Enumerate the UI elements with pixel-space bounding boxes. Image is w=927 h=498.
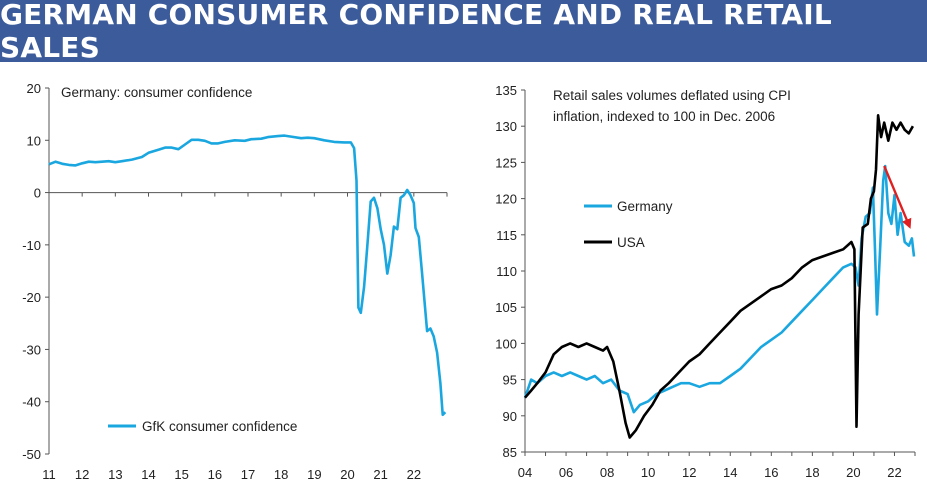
x-tick-label: 18 <box>274 467 288 482</box>
y-tick-label: 0 <box>34 186 41 201</box>
y-tick-label: -50 <box>22 447 41 462</box>
x-tick-label: 22 <box>887 465 901 480</box>
x-tick-label: 20 <box>340 467 354 482</box>
y-tick-label: 120 <box>495 192 517 207</box>
series-line-gfk <box>48 134 447 417</box>
y-tick-label: -20 <box>22 290 41 305</box>
y-tick-label: -40 <box>22 395 41 410</box>
x-tick-label: 16 <box>764 465 778 480</box>
x-tick-label: 12 <box>682 465 696 480</box>
x-tick-label: 17 <box>241 467 255 482</box>
x-tick-label: 18 <box>805 465 819 480</box>
y-tick-label: 95 <box>503 373 517 388</box>
y-tick-label: 90 <box>503 409 517 424</box>
y-tick-label: 115 <box>496 228 517 243</box>
x-tick-label: 14 <box>141 467 155 482</box>
y-tick-label: 20 <box>27 81 41 96</box>
page-title: GERMAN CONSUMER CONFIDENCE AND REAL RETA… <box>0 0 832 64</box>
x-tick-label: 16 <box>208 467 222 482</box>
x-tick-label: 10 <box>641 465 655 480</box>
trend-arrow <box>883 165 912 229</box>
x-tick-label: 21 <box>373 467 387 482</box>
x-tick-label: 19 <box>307 467 321 482</box>
y-tick-label: -10 <box>22 238 41 253</box>
x-tick-label: 20 <box>846 465 860 480</box>
x-tick-label: 13 <box>108 467 122 482</box>
y-tick-label: 10 <box>27 133 41 148</box>
chart-annotation: Germany: consumer confidence <box>61 85 252 100</box>
x-tick-label: 06 <box>559 465 573 480</box>
y-tick-label: 135 <box>495 83 517 98</box>
y-tick-label: 125 <box>495 155 517 170</box>
y-tick-label: -30 <box>22 342 41 357</box>
legend-label-gfk: GfK consumer confidence <box>142 419 297 434</box>
y-tick-label: 130 <box>495 119 517 134</box>
x-tick-label: 12 <box>75 467 89 482</box>
x-tick-label: 22 <box>407 467 421 482</box>
series-line-usa <box>524 113 915 439</box>
legend-label-germany: Germany <box>617 199 673 214</box>
title-banner: GERMAN CONSUMER CONFIDENCE AND REAL RETA… <box>0 0 927 64</box>
chart-annotation: Retail sales volumes deflated using CPI i… <box>553 88 791 124</box>
legend-label-usa: USA <box>617 235 645 250</box>
y-tick-label: 85 <box>503 445 517 460</box>
y-tick-label: 105 <box>495 300 517 315</box>
x-tick-label: 04 <box>518 465 532 480</box>
y-tick-label: 110 <box>496 264 517 279</box>
x-tick-label: 11 <box>42 467 56 482</box>
x-tick-label: 14 <box>723 465 737 480</box>
series-line-germany <box>523 164 916 414</box>
y-tick-label: 100 <box>495 336 517 351</box>
x-tick-label: 08 <box>600 465 614 480</box>
x-tick-label: 15 <box>174 467 188 482</box>
